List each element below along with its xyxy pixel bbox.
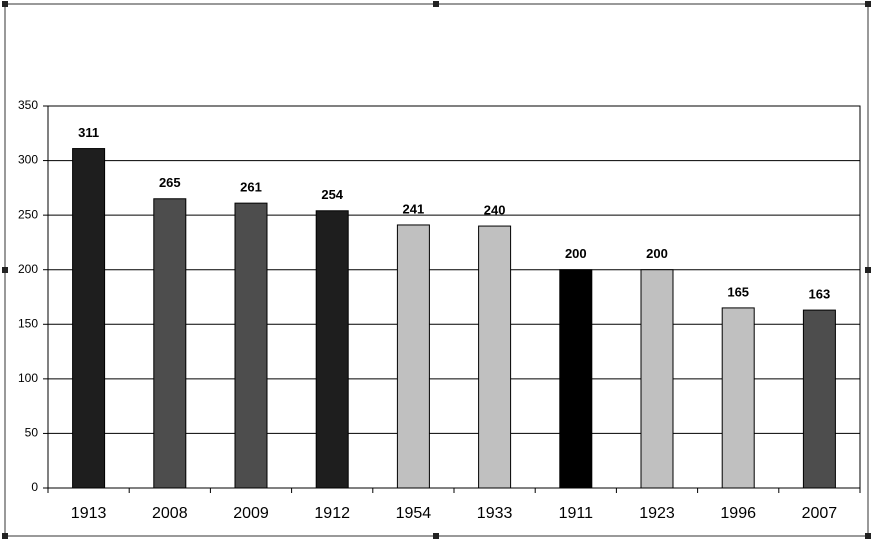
bar bbox=[234, 202, 268, 489]
value-label: 261 bbox=[240, 180, 262, 195]
bar bbox=[640, 269, 674, 489]
bar bbox=[478, 225, 512, 489]
y-tick-label: 300 bbox=[18, 153, 38, 167]
bar bbox=[396, 224, 430, 489]
x-tick-label: 1923 bbox=[639, 505, 675, 522]
x-tick-label: 1996 bbox=[720, 505, 756, 522]
x-tick-label: 2009 bbox=[233, 505, 269, 522]
bar bbox=[721, 307, 755, 489]
value-label: 265 bbox=[159, 175, 181, 190]
value-label: 241 bbox=[403, 201, 425, 216]
y-tick-label: 0 bbox=[31, 480, 38, 494]
bar bbox=[72, 148, 106, 489]
x-tick-label: 1913 bbox=[71, 505, 107, 522]
bar bbox=[315, 210, 349, 489]
x-tick-label: 1912 bbox=[314, 505, 350, 522]
x-tick-label: 1933 bbox=[477, 505, 513, 522]
value-label: 200 bbox=[646, 246, 668, 261]
y-tick-label: 250 bbox=[18, 207, 38, 221]
y-tick-label: 100 bbox=[18, 371, 38, 385]
bar bbox=[802, 309, 836, 489]
x-tick-label: 1911 bbox=[559, 505, 594, 522]
value-label: 254 bbox=[321, 187, 343, 202]
value-label: 200 bbox=[565, 246, 587, 261]
bar bbox=[153, 198, 187, 489]
value-label: 165 bbox=[727, 284, 749, 299]
y-tick-label: 200 bbox=[18, 262, 38, 276]
bar bbox=[559, 269, 593, 489]
x-tick-label: 2008 bbox=[152, 505, 188, 522]
x-tick-label: 2007 bbox=[802, 505, 838, 522]
y-tick-label: 50 bbox=[25, 426, 39, 440]
x-tick-label: 1954 bbox=[396, 505, 432, 522]
y-tick-label: 150 bbox=[18, 316, 38, 330]
value-label: 240 bbox=[484, 202, 506, 217]
value-label: 311 bbox=[78, 125, 99, 140]
y-tick-label: 350 bbox=[18, 98, 38, 112]
value-label: 163 bbox=[809, 287, 831, 302]
